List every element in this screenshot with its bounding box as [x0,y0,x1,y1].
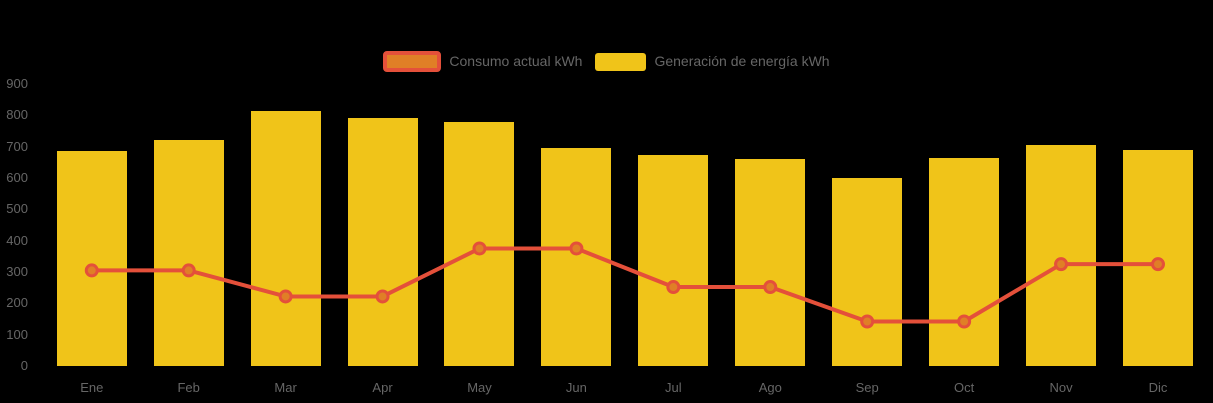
generation-bar-feb[interactable] [153,140,224,366]
y-axis-tick-label: 100 [6,326,28,342]
consumption-point-ago[interactable] [763,280,778,295]
consumption-point-oct[interactable] [957,314,972,329]
legend-item-generacion-energia[interactable]: Generación de energía kWh [595,51,830,72]
y-axis-tick-label: 900 [6,76,28,91]
consumption-point-mar[interactable] [278,289,293,304]
consumption-point-nov[interactable] [1054,257,1069,272]
x-axis-label-ago: Ago [758,380,782,395]
generation-bar-ago[interactable] [735,159,806,366]
y-axis-tick-label: 600 [6,170,28,185]
x-axis-label-ene: Ene [80,380,104,395]
generation-bar-nov[interactable] [1026,145,1097,366]
legend-label-consumo-actual: Consumo actual kWh [449,53,583,69]
y-axis-tick-label: 200 [6,295,28,311]
y-axis-tick-label: 0 [20,358,28,373]
x-axis-label-feb: Feb [177,380,200,395]
generation-bar-ene[interactable] [56,151,127,366]
y-axis-tick-label: 300 [6,264,28,279]
x-axis-label-apr: Apr [372,380,393,395]
consumption-line [91,246,1158,324]
x-axis-label-nov: Nov [1049,380,1073,395]
x-axis-label-jul: Jul [665,380,682,395]
y-axis-tick-label: 400 [6,232,28,248]
consumption-point-jul[interactable] [666,280,681,295]
consumption-point-ene[interactable] [84,263,99,278]
chart-legend: Consumo actual kWh Generación de energía… [0,51,1213,72]
x-axis-label-sep: Sep [855,380,879,395]
consumption-point-may[interactable] [472,241,487,256]
consumption-point-dic[interactable] [1150,257,1165,272]
x-axis-label-may: May [467,380,492,395]
line-series-swatch-icon [383,51,442,72]
generation-bar-mar[interactable] [250,110,321,366]
consumption-point-apr[interactable] [375,289,390,304]
x-axis-label-dic: Dic [1148,380,1168,395]
y-axis-tick-label: 700 [6,138,28,154]
legend-label-generacion-energia: Generación de energía kWh [654,53,830,69]
generation-bar-oct[interactable] [929,157,1000,366]
generation-bar-sep[interactable] [832,178,903,366]
bar-series-swatch-icon [595,52,647,71]
x-axis-label-jun: Jun [565,380,587,395]
generation-bar-jul[interactable] [638,154,709,366]
consumption-point-jun[interactable] [569,241,584,256]
y-axis-tick-label: 800 [6,107,28,123]
x-axis-label-mar: Mar [274,380,297,395]
legend-item-consumo-actual[interactable]: Consumo actual kWh [383,51,582,72]
generation-bar-apr[interactable] [347,118,418,366]
y-axis-tick-label: 500 [6,201,28,217]
consumption-point-sep[interactable] [860,314,875,329]
consumption-point-feb[interactable] [181,263,196,278]
x-axis-label-oct: Oct [954,380,975,395]
